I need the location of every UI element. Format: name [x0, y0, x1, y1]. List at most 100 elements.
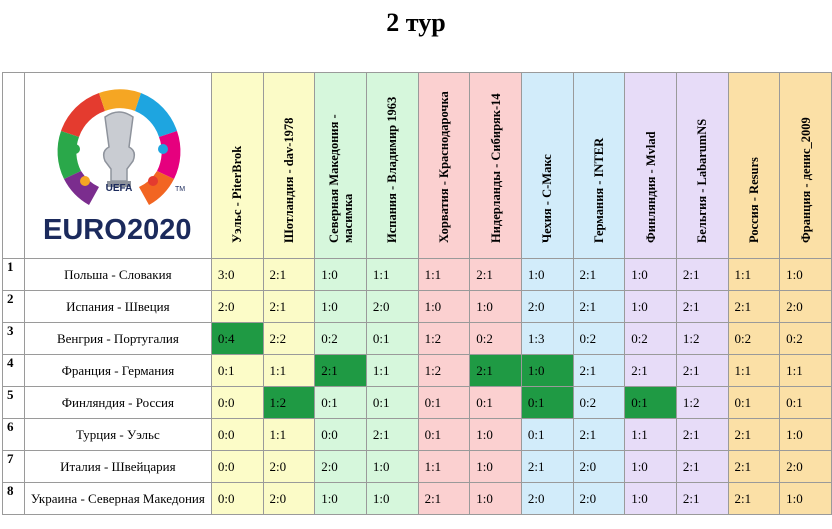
column-header-label: Франция - денис_2009 — [798, 117, 813, 243]
predictions-table: UEFA EURO 2020 TM Уэльс - PiterBrok Шотл… — [2, 72, 832, 515]
column-header: Шотландия - dav-1978 — [262, 72, 316, 259]
score-cell: 2:0 — [520, 290, 574, 323]
score-cell: 1:2 — [675, 322, 729, 355]
score-cell: 0:1 — [417, 418, 471, 451]
score-cell: 2:2 — [262, 322, 316, 355]
score-cell: 2:1 — [469, 354, 522, 387]
score-cell: 1:1 — [365, 258, 419, 291]
score-cell: 2:1 — [727, 482, 781, 515]
score-cell: 0:2 — [727, 322, 781, 355]
row-number: 5 — [2, 386, 25, 419]
score-cell: 1:1 — [262, 354, 316, 387]
column-header-label: Бельгия - LabarumNS — [695, 118, 710, 243]
score-cell: 2:1 — [469, 258, 522, 291]
score-cell: 1:0 — [469, 290, 522, 323]
column-header-label: Финляндия - Mvlad — [643, 131, 658, 243]
uefa-text: UEFA — [106, 183, 133, 194]
score-cell: 2:1 — [675, 290, 729, 323]
column-header: Германия - INTER — [572, 72, 626, 259]
score-cell: 1:2 — [262, 386, 316, 419]
match-name: Украина - Северная Македония — [23, 482, 212, 515]
row-number: 3 — [2, 322, 25, 355]
score-cell: 2:1 — [675, 258, 729, 291]
score-cell: 1:0 — [314, 258, 367, 291]
table-row: 3 Венгрия - Португалия 0:4 2:2 0:2 0:1 1:2 0:2 1… — [2, 322, 832, 355]
row-number: 2 — [2, 290, 25, 323]
score-cell: 0:0 — [210, 450, 264, 483]
score-cell: 2:1 — [572, 418, 626, 451]
score-cell: 2:0 — [365, 290, 419, 323]
euro-text: EURO — [43, 214, 127, 246]
score-cell: 1:2 — [417, 322, 471, 355]
score-cell: 0:2 — [779, 322, 832, 355]
score-cell: 1:0 — [520, 354, 574, 387]
score-cell: 1:0 — [469, 418, 522, 451]
score-cell: 0:1 — [520, 418, 574, 451]
score-cell: 1:1 — [727, 354, 781, 387]
score-cell: 2:1 — [727, 450, 781, 483]
score-cell: 1:0 — [624, 482, 677, 515]
score-cell: 1:0 — [365, 450, 419, 483]
column-header: Нидерланды - Сибиряк-14 — [469, 72, 522, 259]
column-header-label: Северная Македония - масимка — [326, 114, 355, 243]
match-name: Франция - Германия — [23, 354, 212, 387]
score-cell: 2:1 — [675, 450, 729, 483]
score-cell: 1:0 — [624, 450, 677, 483]
score-cell: 0:2 — [469, 322, 522, 355]
match-name: Испания - Швеция — [23, 290, 212, 323]
score-cell: 1:0 — [469, 482, 522, 515]
score-cell: 0:2 — [572, 386, 626, 419]
score-cell: 2:1 — [572, 290, 626, 323]
table-row: 4 Франция - Германия 0:1 1:1 2:1 1:1 1:2 2:1 1:0… — [2, 354, 832, 387]
column-header-label: Германия - INTER — [591, 137, 606, 243]
match-name: Финляндия - Россия — [23, 386, 212, 419]
column-header: Франция - денис_2009 — [779, 72, 832, 259]
score-cell: 0:1 — [727, 386, 781, 419]
column-header-label: Чехия - С-Макс — [540, 154, 555, 243]
score-cell: 1:0 — [314, 290, 367, 323]
score-cell: 2:1 — [314, 354, 367, 387]
score-cell: 0:1 — [365, 322, 419, 355]
column-header: Северная Македония - масимка — [314, 72, 367, 259]
euro-logo-graphic: UEFA EURO 2020 TM — [43, 89, 191, 246]
column-header-label: Уэльс - PiterBrok — [230, 145, 245, 243]
score-cell: 1:1 — [262, 418, 316, 451]
score-cell: 0:1 — [417, 386, 471, 419]
row-number: 1 — [2, 258, 25, 291]
header-row: UEFA EURO 2020 TM Уэльс - PiterBrok Шотл… — [2, 72, 832, 259]
column-header: Бельгия - LabarumNS — [675, 72, 729, 259]
score-cell: 1:0 — [520, 258, 574, 291]
score-cell: 1:1 — [417, 450, 471, 483]
score-cell: 2:1 — [262, 258, 316, 291]
score-cell: 2:0 — [262, 450, 316, 483]
score-cell: 1:2 — [417, 354, 471, 387]
score-cell: 0:2 — [572, 322, 626, 355]
table-row: 7 Италия - Швейцария 0:0 2:0 2:0 1:0 1:1 1:0 2:1… — [2, 450, 832, 483]
score-cell: 1:0 — [314, 482, 367, 515]
column-header-label: Нидерланды - Сибиряк-14 — [488, 93, 503, 243]
score-cell: 1:0 — [365, 482, 419, 515]
score-cell: 2:0 — [314, 450, 367, 483]
match-name: Италия - Швейцария — [23, 450, 212, 483]
row-number: 4 — [2, 354, 25, 387]
score-cell: 0:1 — [365, 386, 419, 419]
score-cell: 1:2 — [675, 386, 729, 419]
score-cell: 2:1 — [675, 354, 729, 387]
score-cell: 2:0 — [210, 290, 264, 323]
row-number: 8 — [2, 482, 25, 515]
euro2020-logo: UEFA EURO 2020 TM — [23, 72, 212, 259]
score-cell: 0:1 — [314, 386, 367, 419]
page-title: 2 тур — [386, 8, 446, 37]
score-cell: 1:1 — [779, 354, 832, 387]
corner-cell — [2, 72, 25, 259]
column-header: Испания - Владимир 1963 — [365, 72, 419, 259]
score-cell: 0:2 — [624, 322, 677, 355]
score-cell: 2:1 — [624, 354, 677, 387]
table-row: 5 Финляндия - Россия 0:0 1:2 0:1 0:1 0:1 0:1 0:1… — [2, 386, 832, 419]
column-header: Финляндия - Mvlad — [624, 72, 677, 259]
score-cell: 2:1 — [520, 450, 574, 483]
score-cell: 0:1 — [210, 354, 264, 387]
score-cell: 1:0 — [779, 418, 832, 451]
score-cell: 3:0 — [210, 258, 264, 291]
score-cell: 2:1 — [727, 418, 781, 451]
